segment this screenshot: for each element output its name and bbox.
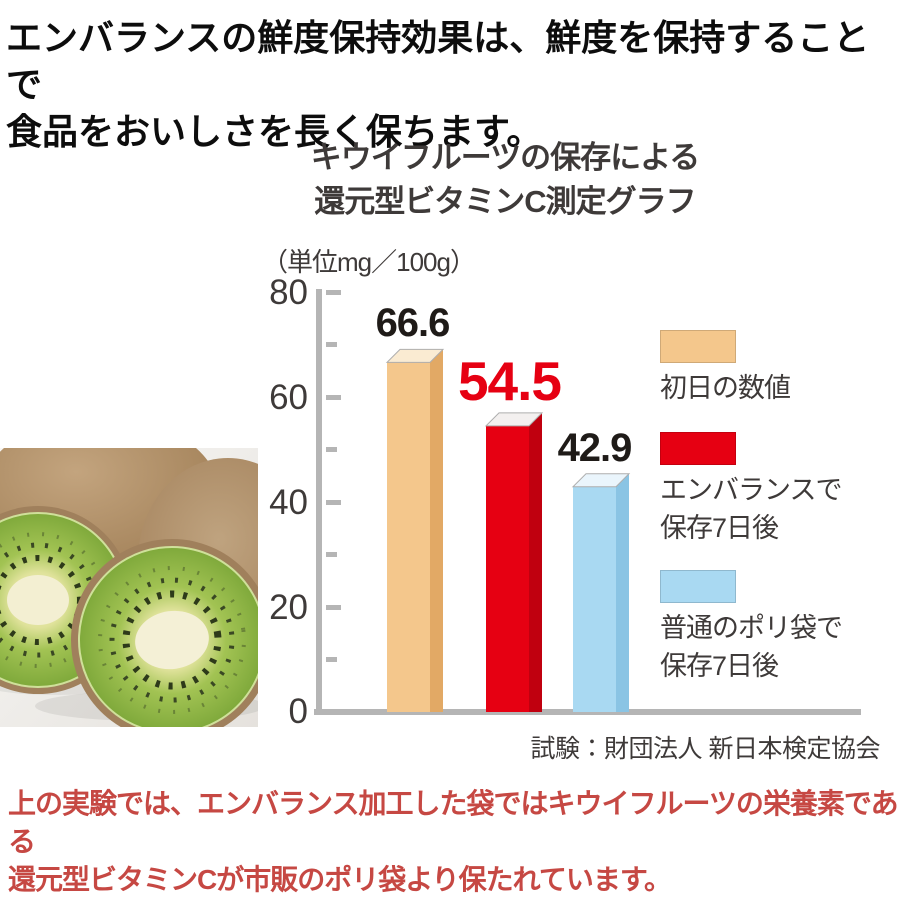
- y-tick-label-0: 0: [288, 692, 308, 731]
- y-axis-tick: [326, 499, 341, 505]
- y-axis-tick: [326, 342, 337, 347]
- legend-item-polybag: 普通のポリ袋で 保存7日後: [660, 570, 843, 685]
- legend-label-embalance-line1: エンバランスで: [660, 475, 842, 505]
- bar-initial-day: [387, 362, 430, 712]
- footer-note-line2: 還元型ビタミンCが市販のポリ袋より保たれています。: [8, 864, 672, 895]
- legend-swatch-polybag: [660, 570, 736, 603]
- y-tick-label-60: 60: [269, 378, 308, 417]
- y-axis-tick: [326, 289, 341, 295]
- legend-swatch-embalance: [660, 432, 736, 465]
- y-tick-label-40: 40: [269, 483, 308, 522]
- kiwi-photo: [0, 448, 258, 727]
- legend-label-polybag-line1: 普通のポリ袋で: [660, 613, 843, 643]
- footer-note-line1: 上の実験では、エンバランス加工した袋ではキウイフルーツの栄養素である: [8, 788, 899, 857]
- legend-label-embalance-line2: 保存7日後: [660, 513, 779, 543]
- page-heading-line1: エンバランスの鮮度保持効果は、鮮度を保持することで: [6, 17, 870, 105]
- page-heading-line2: 食品をおいしさを長く保ちます。: [6, 111, 543, 152]
- x-axis-line: [314, 709, 861, 715]
- legend-label-polybag-line2: 保存7日後: [660, 651, 779, 681]
- footer-note: 上の実験では、エンバランス加工した袋ではキウイフルーツの栄養素である 還元型ビタ…: [8, 785, 899, 899]
- y-axis-tick: [326, 657, 337, 662]
- bar-value-initial-day: 66.6: [375, 301, 451, 345]
- y-axis-tick: [326, 447, 337, 452]
- y-axis-line: [316, 289, 322, 714]
- y-axis-tick: [326, 394, 341, 400]
- legend-item-initial-day: 初日の数値: [660, 330, 791, 407]
- unit-label: （単位mg／100g）: [262, 247, 476, 277]
- y-axis-tick: [326, 604, 341, 610]
- chart-title-line1: キウイフルーツの保存による: [310, 140, 700, 175]
- bar-polybag-7days: [573, 486, 616, 712]
- kiwi-half-front: [71, 539, 258, 727]
- bar-polybag-7days-side: [616, 473, 629, 712]
- bar-embalance-7days-top: [484, 412, 544, 427]
- legend-item-embalance: エンバランスで 保存7日後: [660, 432, 842, 547]
- bar-polybag-7days-top: [571, 473, 631, 488]
- legend-label-initial-day: 初日の数値: [660, 373, 791, 403]
- test-source-note: 試験：財団法人 新日本検定協会: [530, 735, 881, 763]
- bar-value-polybag: 42.9: [557, 426, 633, 470]
- bar-value-embalance: 54.5: [457, 350, 562, 412]
- legend-swatch-initial-day: [660, 330, 736, 363]
- chart-title-line2: 還元型ビタミンC測定グラフ: [314, 184, 696, 219]
- y-tick-label-20: 20: [269, 588, 308, 627]
- y-axis-tick: [326, 552, 337, 557]
- chart-title: キウイフルーツの保存による 還元型ビタミンC測定グラフ: [300, 136, 710, 224]
- y-tick-label-80: 80: [269, 273, 308, 312]
- page-heading: エンバランスの鮮度保持効果は、鮮度を保持することで 食品をおいしさを長く保ちます…: [6, 14, 900, 155]
